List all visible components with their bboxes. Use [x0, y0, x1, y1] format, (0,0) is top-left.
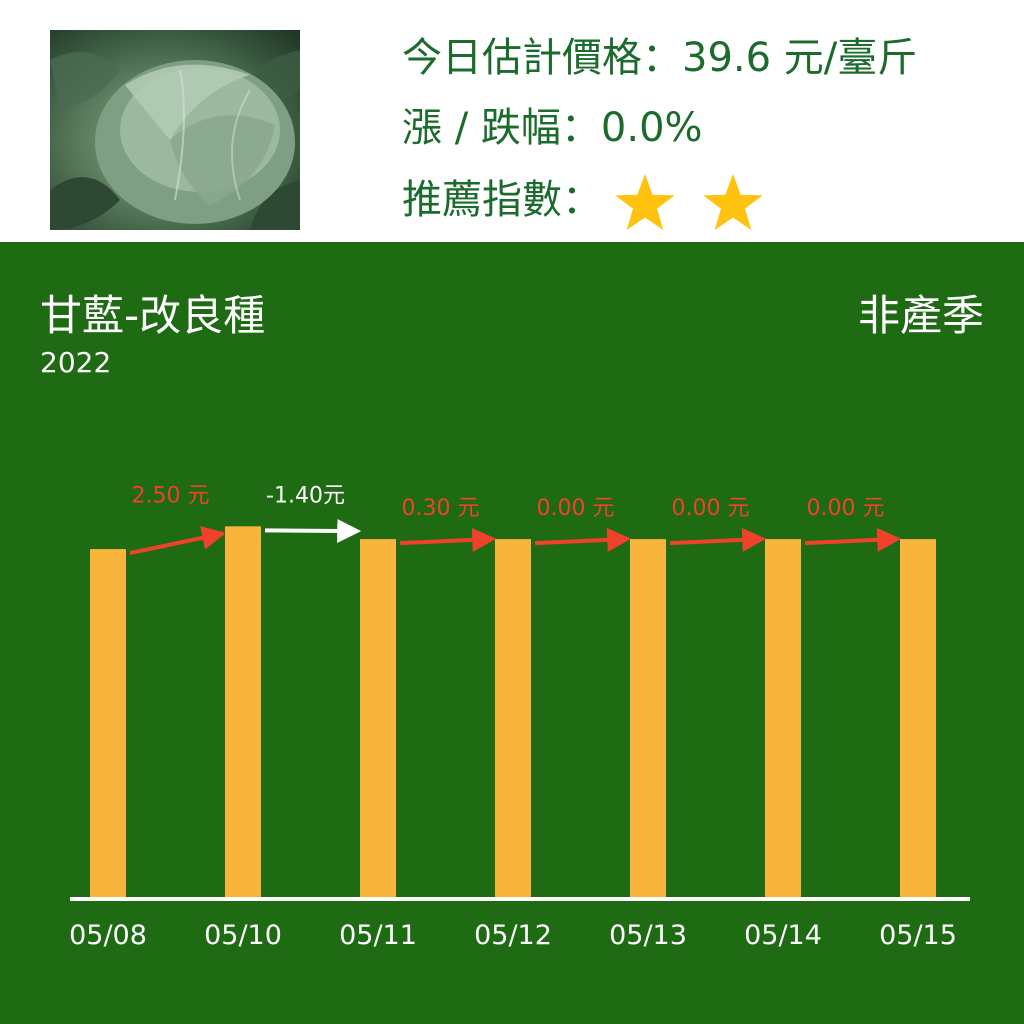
- price-label: 今日估計價格：: [402, 35, 682, 81]
- year: 2022: [40, 346, 112, 379]
- change-value: 0.0%: [600, 105, 703, 151]
- bar-05-12: [495, 539, 531, 899]
- rating-label: 推薦指數：: [402, 177, 602, 223]
- bar-05-10: [225, 526, 261, 899]
- change-arrow: [264, 518, 362, 543]
- bar-05-15: [900, 539, 936, 899]
- x-tick-label: 05/14: [744, 920, 822, 951]
- x-tick-label: 05/10: [204, 920, 282, 951]
- cabbage-photo: [50, 30, 300, 230]
- change-label: 0.00 元: [537, 496, 615, 521]
- change-arrow: [534, 527, 632, 552]
- change-arrow: [399, 527, 497, 552]
- bar-05-13: [630, 539, 666, 899]
- crop-name: 甘藍-改良種: [40, 291, 266, 340]
- change-arrow: [669, 527, 767, 552]
- season-badge: 非產季: [857, 291, 984, 340]
- change-label: 0.00 元: [672, 496, 750, 521]
- change-label: -1.40元: [266, 483, 345, 508]
- bar-05-08: [90, 549, 126, 899]
- change-arrow: [804, 527, 902, 552]
- x-tick-label: 05/08: [69, 920, 147, 951]
- change-label: 0.30 元: [402, 496, 480, 521]
- bar-05-11: [360, 539, 396, 899]
- change-label: 0.00 元: [807, 496, 885, 521]
- change-label: 漲 / 跌幅：: [402, 105, 601, 151]
- star-icon: [703, 173, 763, 231]
- bar-05-14: [765, 539, 801, 899]
- change-line: 漲 / 跌幅：0.0%: [402, 104, 703, 152]
- header: 今日估計價格：39.6 元/臺斤 漲 / 跌幅：0.0% 推薦指數：: [0, 0, 1024, 242]
- price-line: 今日估計價格：39.6 元/臺斤: [402, 34, 917, 82]
- rating-stars: [608, 172, 770, 232]
- x-tick-label: 05/13: [609, 920, 687, 951]
- change-label: 2.50 元: [132, 483, 210, 508]
- change-arrow: [129, 526, 227, 556]
- price-value: 39.6 元/臺斤: [682, 35, 918, 81]
- x-tick-label: 05/15: [879, 920, 957, 951]
- rating-line: 推薦指數：: [402, 172, 770, 232]
- x-tick-label: 05/12: [474, 920, 552, 951]
- star-icon: [615, 173, 675, 231]
- x-tick-label: 05/11: [339, 920, 417, 951]
